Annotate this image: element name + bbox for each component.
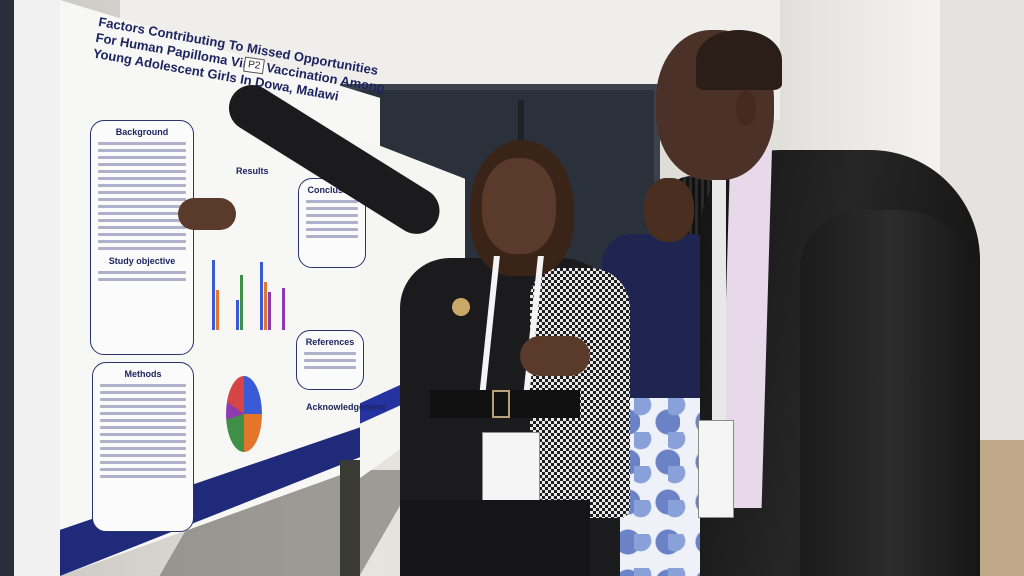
presenter-skirt xyxy=(400,500,590,576)
man-hair xyxy=(696,30,782,90)
chart-bar xyxy=(282,288,285,330)
conclusion-text xyxy=(306,200,358,238)
references-section: References xyxy=(296,330,364,390)
methods-section: Methods xyxy=(92,362,194,532)
acknowledgement-heading: Acknowledgement xyxy=(306,402,386,412)
presenter-pointing-hand xyxy=(178,198,236,230)
poster-stand-edge xyxy=(0,0,14,576)
presenter-face xyxy=(482,158,556,254)
man-sleeve xyxy=(800,210,980,576)
presenter-brooch xyxy=(452,298,470,316)
presenter-belt-buckle xyxy=(492,390,510,418)
chart-bar xyxy=(240,275,243,330)
results-heading: Results xyxy=(236,166,269,176)
poster-id-tag: P2 xyxy=(243,56,266,75)
chart-bar xyxy=(260,262,263,330)
methods-text xyxy=(100,384,186,478)
chart-bar xyxy=(236,300,239,330)
third-person-head xyxy=(644,178,694,242)
man-lanyard xyxy=(712,180,726,430)
chart-bar xyxy=(216,290,219,330)
chart-bar xyxy=(268,292,271,330)
methods-heading: Methods xyxy=(124,369,162,379)
poster-stand-leg xyxy=(340,460,360,576)
man-name-badge xyxy=(698,420,734,518)
background-section: Background Study objective xyxy=(90,120,194,355)
background-text xyxy=(98,142,186,250)
chart-bar xyxy=(212,260,215,330)
man-ear xyxy=(736,90,756,126)
references-text xyxy=(304,352,356,369)
chart-bar xyxy=(264,282,267,330)
presenter-belt xyxy=(430,390,580,418)
study-objective-heading: Study objective xyxy=(108,256,176,266)
presenter-gesturing-hand xyxy=(520,336,590,376)
conclusion-heading: Conclusion xyxy=(307,185,357,195)
results-pie-chart xyxy=(226,376,262,452)
references-heading: References xyxy=(305,337,355,347)
background-heading: Background xyxy=(115,127,169,137)
results-bar-chart xyxy=(210,250,290,330)
study-objective-text xyxy=(98,271,186,281)
